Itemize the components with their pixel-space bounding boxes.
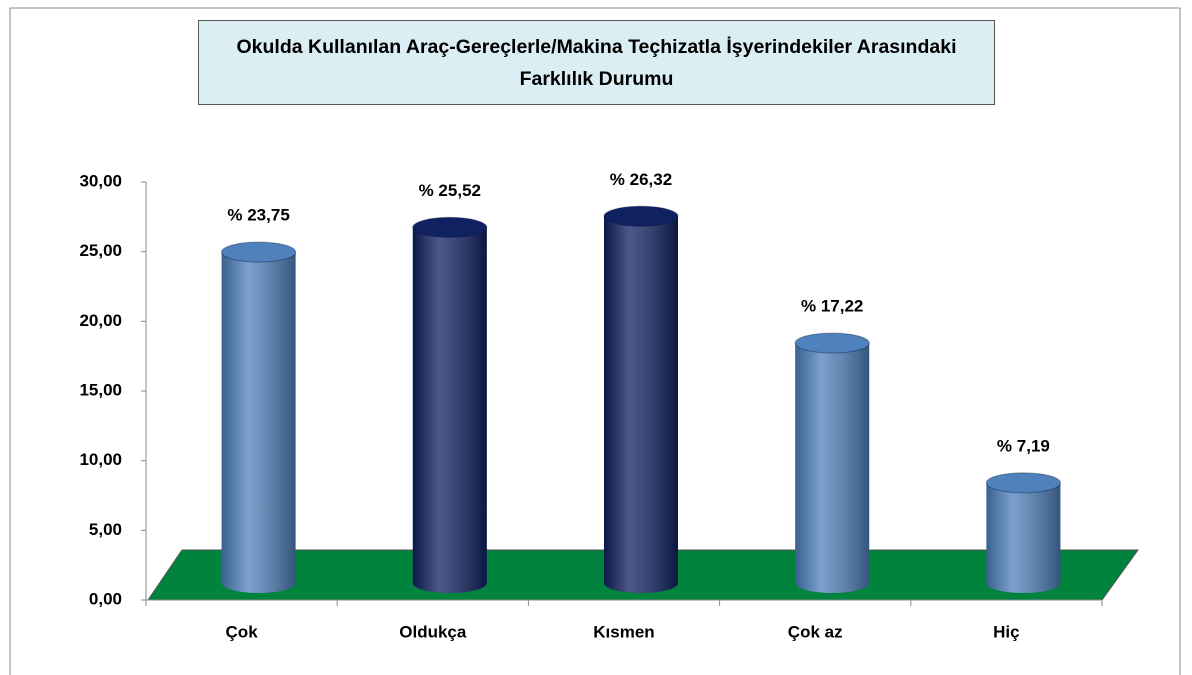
bar xyxy=(794,332,870,593)
chart-title: Okulda Kullanılan Araç-Gereçlerle/Makina… xyxy=(198,20,995,105)
bar-top xyxy=(985,472,1061,494)
bar-top xyxy=(412,216,488,238)
x-tick-label: Çok az xyxy=(788,622,843,641)
bar-top xyxy=(794,332,870,354)
value-label: % 17,22 xyxy=(801,297,863,316)
value-label: % 26,32 xyxy=(610,170,672,189)
y-tick-label: 20,00 xyxy=(79,311,122,330)
bar xyxy=(221,241,297,594)
bar-top xyxy=(603,205,679,227)
bar-shade xyxy=(412,227,487,594)
bar xyxy=(412,216,488,594)
x-tick-label: Kısmen xyxy=(593,622,654,641)
bar-shade xyxy=(986,482,1061,593)
x-tick-label: Çok xyxy=(226,622,259,641)
bar-shade xyxy=(604,216,678,594)
bar-shade xyxy=(221,252,296,594)
y-tick-label: 15,00 xyxy=(79,380,122,399)
chart-frame xyxy=(9,7,1181,675)
value-label: % 25,52 xyxy=(419,181,481,200)
y-tick-label: 0,00 xyxy=(89,589,122,608)
bar-shade xyxy=(795,343,870,593)
value-label: % 7,19 xyxy=(997,436,1050,455)
x-tick-label: Oldukça xyxy=(399,622,467,641)
bar-top xyxy=(221,241,297,263)
y-tick-label: 25,00 xyxy=(79,241,122,260)
value-label: % 23,75 xyxy=(227,206,289,225)
y-tick-label: 30,00 xyxy=(79,171,122,190)
bar xyxy=(985,472,1061,593)
x-tick-label: Hiç xyxy=(993,622,1019,641)
y-tick-label: 5,00 xyxy=(89,520,122,539)
y-tick-label: 10,00 xyxy=(79,450,122,469)
bar xyxy=(603,205,679,594)
